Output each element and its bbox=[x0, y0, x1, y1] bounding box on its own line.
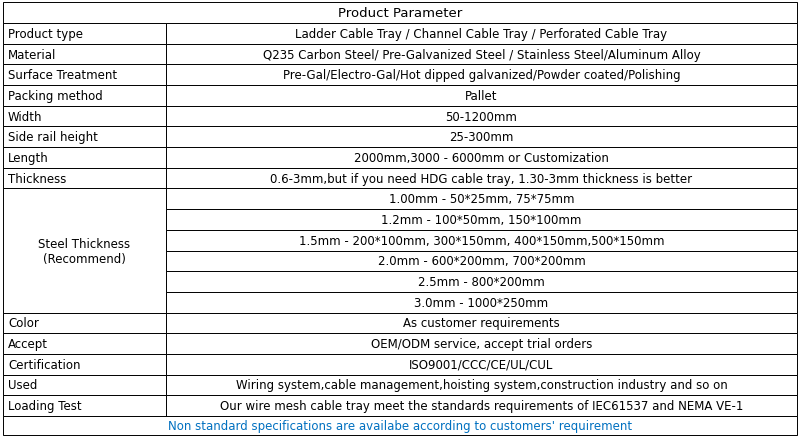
Bar bbox=[166, 65, 797, 86]
Bar bbox=[166, 230, 797, 251]
Bar bbox=[166, 313, 797, 333]
Text: Width: Width bbox=[8, 110, 42, 124]
Text: Loading Test: Loading Test bbox=[8, 399, 82, 412]
Bar bbox=[3, 3, 797, 24]
Bar bbox=[166, 86, 797, 106]
Text: ISO9001/CCC/CE/UL/CUL: ISO9001/CCC/CE/UL/CUL bbox=[409, 358, 554, 371]
Text: Product type: Product type bbox=[8, 28, 83, 41]
Text: Our wire mesh cable tray meet the standards requirements of IEC61537 and NEMA VE: Our wire mesh cable tray meet the standa… bbox=[220, 399, 743, 412]
Bar bbox=[166, 251, 797, 272]
Bar bbox=[3, 148, 166, 168]
Text: Color: Color bbox=[8, 317, 39, 330]
Bar bbox=[166, 148, 797, 168]
Text: Thickness: Thickness bbox=[8, 172, 66, 185]
Text: 0.6-3mm,but if you need HDG cable tray, 1.30-3mm thickness is better: 0.6-3mm,but if you need HDG cable tray, … bbox=[270, 172, 693, 185]
Bar bbox=[166, 168, 797, 189]
Text: 1.00mm - 50*25mm, 75*75mm: 1.00mm - 50*25mm, 75*75mm bbox=[389, 193, 574, 206]
Text: 2000mm,3000 - 6000mm or Customization: 2000mm,3000 - 6000mm or Customization bbox=[354, 152, 609, 165]
Text: Side rail height: Side rail height bbox=[8, 131, 98, 144]
Bar bbox=[166, 396, 797, 416]
Bar bbox=[166, 106, 797, 127]
Bar bbox=[3, 106, 166, 127]
Text: 1.5mm - 200*100mm, 300*150mm, 400*150mm,500*150mm: 1.5mm - 200*100mm, 300*150mm, 400*150mm,… bbox=[298, 234, 664, 247]
Bar bbox=[3, 65, 166, 86]
Text: Used: Used bbox=[8, 378, 38, 392]
Bar bbox=[3, 168, 166, 189]
Bar bbox=[3, 127, 166, 148]
Bar bbox=[166, 292, 797, 313]
Text: Q235 Carbon Steel/ Pre-Galvanized Steel / Stainless Steel/Aluminum Alloy: Q235 Carbon Steel/ Pre-Galvanized Steel … bbox=[262, 49, 700, 61]
Text: Steel Thickness
(Recommend): Steel Thickness (Recommend) bbox=[38, 237, 130, 265]
Text: Pre-Gal/Electro-Gal/Hot dipped galvanized/Powder coated/Polishing: Pre-Gal/Electro-Gal/Hot dipped galvanize… bbox=[282, 69, 680, 82]
Bar bbox=[166, 210, 797, 230]
Bar bbox=[166, 272, 797, 292]
Text: Ladder Cable Tray / Channel Cable Tray / Perforated Cable Tray: Ladder Cable Tray / Channel Cable Tray /… bbox=[295, 28, 667, 41]
Text: Accept: Accept bbox=[8, 337, 48, 350]
Bar bbox=[166, 375, 797, 396]
Text: 3.0mm - 1000*250mm: 3.0mm - 1000*250mm bbox=[414, 296, 549, 309]
Text: Pallet: Pallet bbox=[465, 90, 498, 102]
Text: 25-300mm: 25-300mm bbox=[449, 131, 514, 144]
Bar bbox=[3, 86, 166, 106]
Text: 2.5mm - 800*200mm: 2.5mm - 800*200mm bbox=[418, 276, 545, 288]
Bar bbox=[3, 375, 166, 396]
Text: Certification: Certification bbox=[8, 358, 81, 371]
Text: Length: Length bbox=[8, 152, 49, 165]
Text: 50-1200mm: 50-1200mm bbox=[446, 110, 518, 124]
Text: Product Parameter: Product Parameter bbox=[338, 7, 462, 20]
Bar bbox=[3, 396, 166, 416]
Text: Wiring system,cable management,hoisting system,construction industry and so on: Wiring system,cable management,hoisting … bbox=[235, 378, 727, 392]
Bar bbox=[3, 24, 166, 45]
Bar bbox=[166, 354, 797, 375]
Text: 1.2mm - 100*50mm, 150*100mm: 1.2mm - 100*50mm, 150*100mm bbox=[381, 213, 582, 226]
Bar bbox=[166, 45, 797, 65]
Text: Material: Material bbox=[8, 49, 56, 61]
Bar bbox=[166, 24, 797, 45]
Bar bbox=[166, 189, 797, 210]
Text: Surface Treatment: Surface Treatment bbox=[8, 69, 117, 82]
Text: Non standard specifications are availabe according to customers' requirement: Non standard specifications are availabe… bbox=[168, 419, 632, 432]
Bar bbox=[3, 333, 166, 354]
Bar bbox=[3, 189, 166, 313]
Text: OEM/ODM service, accept trial orders: OEM/ODM service, accept trial orders bbox=[370, 337, 592, 350]
Text: As customer requirements: As customer requirements bbox=[403, 317, 560, 330]
Text: Packing method: Packing method bbox=[8, 90, 102, 102]
Bar bbox=[3, 416, 797, 435]
Bar bbox=[166, 127, 797, 148]
Bar bbox=[3, 45, 166, 65]
Bar bbox=[3, 313, 166, 333]
Text: 2.0mm - 600*200mm, 700*200mm: 2.0mm - 600*200mm, 700*200mm bbox=[378, 255, 586, 268]
Bar bbox=[166, 333, 797, 354]
Bar bbox=[3, 354, 166, 375]
